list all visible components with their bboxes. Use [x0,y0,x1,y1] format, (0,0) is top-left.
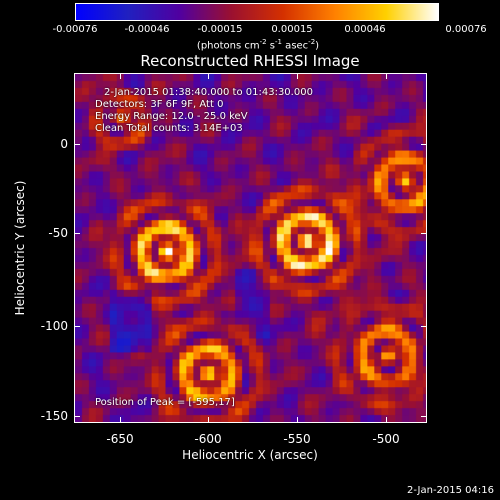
y-tick-label: -100 [40,319,68,333]
colorbar-unit-label: (photons cm-2 s-1 asec-2) [196,38,320,52]
y-tick-mark [421,326,427,327]
energy-range-text: Energy Range: 12.0 - 25.0 keV [95,111,248,122]
rhessi-image-plot [74,73,427,423]
plot-timestamp: 2-Jan-2015 04:16 [407,485,494,496]
x-tick-mark [208,73,209,79]
y-tick-label: -50 [48,226,68,240]
x-tick-mark [386,417,387,423]
x-tick-mark [386,73,387,79]
x-tick-label: -550 [283,432,311,446]
y-tick-mark [421,416,427,417]
x-tick-mark [120,417,121,423]
x-tick-label: -500 [372,432,400,446]
y-tick-mark [74,144,80,145]
y-tick-mark [74,416,80,417]
y-tick-mark [74,326,80,327]
time-range-text: 2-Jan-2015 01:38:40.000 to 01:43:30.000 [104,87,313,98]
y-tick-mark [421,233,427,234]
colorbar-tick: -0.00076 [52,24,98,35]
colorbar-tick: 0.00046 [344,24,386,35]
colorbar-tick: 0.00076 [445,24,487,35]
x-tick-label: -650 [106,432,134,446]
colorbar-tick: -0.00046 [124,24,170,35]
y-tick-label: 0 [60,137,68,151]
x-axis-label: Heliocentric X (arcsec) [182,448,318,462]
clean-counts-text: Clean Total counts: 3.14E+03 [95,123,243,134]
reconstructed-image [75,74,426,422]
image-title: Reconstructed RHESSI Image [140,52,360,70]
x-tick-mark [120,73,121,79]
x-tick-mark [297,73,298,79]
x-tick-label: -600 [194,432,222,446]
colorbar-tick: 0.00015 [271,24,313,35]
colorbar [75,3,439,21]
x-tick-mark [297,417,298,423]
y-axis-label: Heliocentric Y (arcsec) [13,180,27,316]
x-tick-mark [208,417,209,423]
y-tick-mark [74,233,80,234]
peak-position-text: Position of Peak = [-595,17] [95,397,235,408]
y-tick-mark [421,144,427,145]
colorbar-tick: -0.00015 [197,24,243,35]
detectors-text: Detectors: 3F 6F 9F, Att 0 [95,99,224,110]
y-tick-label: -150 [40,409,68,423]
